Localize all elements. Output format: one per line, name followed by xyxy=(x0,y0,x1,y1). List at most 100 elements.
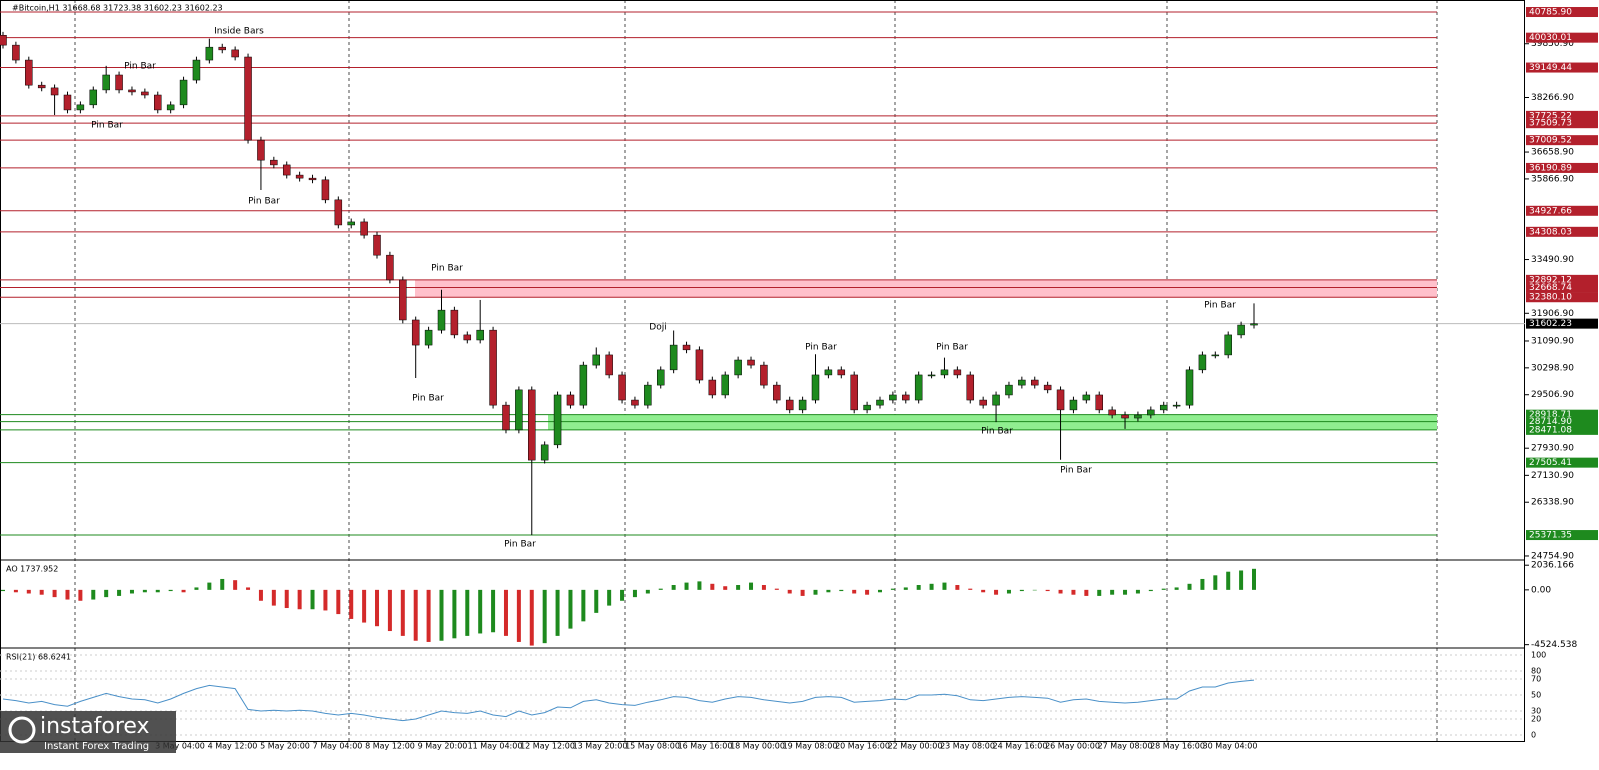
level-label: 28471.08 xyxy=(1529,425,1572,435)
candle-body xyxy=(334,199,343,226)
y-tick-label: 31906.90 xyxy=(1531,309,1574,319)
ao-bar xyxy=(155,589,160,593)
x-tick-label: 7 May 04:00 xyxy=(313,742,363,751)
candle-body xyxy=(1108,409,1116,416)
ao-bar xyxy=(1213,575,1218,590)
candle-body xyxy=(437,309,446,331)
ao-bar xyxy=(852,589,857,594)
candle-body xyxy=(811,374,820,401)
ao-bar xyxy=(529,589,534,646)
candle-body xyxy=(166,104,175,111)
candle-body xyxy=(1056,389,1065,411)
candle-body xyxy=(282,164,291,176)
candle-body xyxy=(773,384,781,401)
level-label-box xyxy=(1526,530,1598,541)
ao-bar xyxy=(413,589,418,641)
candle-body xyxy=(1134,414,1142,419)
x-tick-label: 16 May 16:00 xyxy=(678,742,733,751)
ao-bar xyxy=(336,589,341,615)
pattern-annotation: Pin Bar xyxy=(248,197,280,207)
pattern-annotation: Pin Bar xyxy=(1204,301,1236,311)
indicator-title: RSI(21) 68.6241 xyxy=(6,653,71,662)
candle-body xyxy=(1147,409,1155,416)
candle-body xyxy=(1224,334,1232,356)
y-tick-label: 80 xyxy=(1531,667,1541,676)
ao-bar xyxy=(1084,589,1089,596)
level-label-box xyxy=(1526,32,1598,43)
ao-bar xyxy=(632,589,637,598)
ao-bar xyxy=(581,589,586,622)
ao-bar xyxy=(620,589,625,601)
level-label-box xyxy=(1526,205,1598,216)
candle-body xyxy=(1043,384,1052,391)
level-label-box xyxy=(1526,110,1598,121)
y-tick-label: 100 xyxy=(1531,651,1546,660)
candle-body xyxy=(1095,394,1103,411)
level-label-box xyxy=(1526,226,1598,237)
ao-bar xyxy=(1019,589,1024,592)
candle-body xyxy=(863,404,871,411)
x-tick-label: 22 May 00:00 xyxy=(888,742,943,751)
pattern-annotation: Pin Bar xyxy=(431,264,463,274)
ao-bar xyxy=(994,589,999,595)
candle-body xyxy=(579,364,588,406)
y-tick-label: 70 xyxy=(1531,675,1541,684)
y-tick-label: 35866.90 xyxy=(1531,174,1574,184)
candle-body xyxy=(618,374,626,401)
ao-bar xyxy=(491,589,496,633)
ao-bar xyxy=(890,588,895,590)
x-tick-label: 27 May 08:00 xyxy=(1098,742,1153,751)
candle-body xyxy=(566,394,575,406)
level-label: 32892.12 xyxy=(1529,275,1572,285)
candle-body xyxy=(205,46,214,61)
y-tick-label: 38266.90 xyxy=(1531,93,1574,103)
ao-bar xyxy=(761,585,766,590)
level-label-box xyxy=(1526,424,1598,435)
candle-body xyxy=(553,394,562,446)
candle-body xyxy=(179,79,188,106)
ao-bar xyxy=(684,582,689,590)
ao-bar xyxy=(800,589,805,596)
level-label: 39149.44 xyxy=(1529,63,1572,73)
candle-body xyxy=(347,221,355,226)
candle-body xyxy=(25,59,33,86)
pattern-annotation: Pin Bar xyxy=(124,62,156,72)
candle-body xyxy=(1069,399,1078,411)
logo-box xyxy=(0,711,176,753)
ao-bar xyxy=(1032,589,1037,591)
candle-body xyxy=(656,369,665,386)
candle-body xyxy=(992,394,1000,406)
ao-bar xyxy=(246,587,251,590)
ao-bar xyxy=(1110,589,1115,595)
level-label: 34308.03 xyxy=(1529,227,1572,237)
candle-body xyxy=(1005,384,1013,396)
ao-bar xyxy=(1252,568,1256,590)
level-label-box xyxy=(1526,135,1598,146)
candle-body xyxy=(927,374,936,377)
candle-body xyxy=(1159,404,1168,411)
y-tick-label: 29506.90 xyxy=(1531,390,1574,400)
ao-bar xyxy=(503,589,508,636)
logo-brand: instaforex xyxy=(40,714,150,739)
level-label: 28918.71 xyxy=(1529,410,1572,420)
candle-body xyxy=(734,359,742,376)
candle-body xyxy=(889,394,897,401)
ao-bar xyxy=(542,589,547,644)
level-label-box xyxy=(1526,7,1598,18)
pattern-annotation: Inside Bars xyxy=(214,27,264,37)
candle-body xyxy=(502,404,510,431)
x-tick-label: 20 May 16:00 xyxy=(835,742,890,751)
x-tick-label: 28 May 16:00 xyxy=(1150,742,1205,751)
ao-bar xyxy=(310,589,315,610)
ao-bar xyxy=(284,589,289,609)
level-label: 27505.41 xyxy=(1529,458,1572,468)
ao-bar xyxy=(839,589,844,592)
ao-bar xyxy=(594,589,599,613)
ao-bar xyxy=(1006,589,1011,594)
ao-bar xyxy=(1097,589,1102,596)
ao-bar xyxy=(813,589,818,595)
rsi-line xyxy=(2,679,1255,722)
level-label: 36190.89 xyxy=(1529,163,1572,173)
candle-body xyxy=(257,139,265,161)
ao-bar xyxy=(942,582,947,590)
